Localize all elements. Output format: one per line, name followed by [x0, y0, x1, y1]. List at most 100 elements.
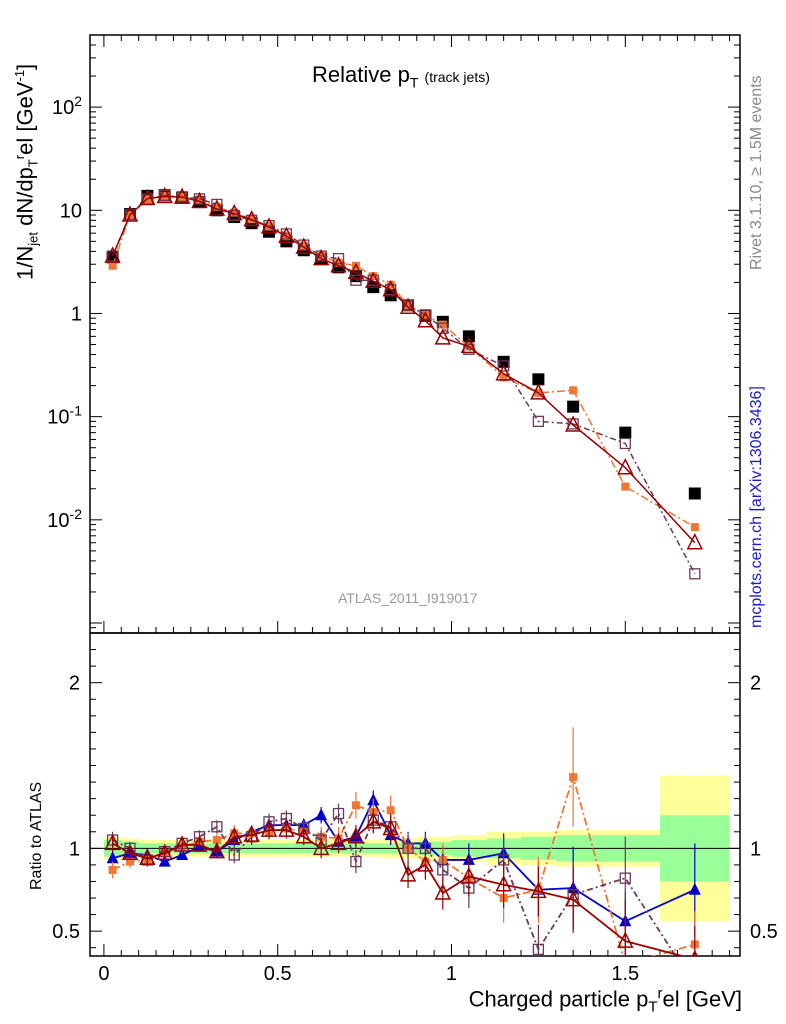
- main-data-point: [690, 523, 699, 532]
- main-data-point: [495, 364, 512, 381]
- main-data-point: [567, 418, 579, 430]
- ratio-series: [104, 727, 701, 956]
- y-tick-label-ratio: 0.5: [52, 921, 80, 943]
- main-data-point: [621, 482, 630, 491]
- main-data-point: [365, 271, 382, 289]
- ratio-data-point: [104, 833, 121, 851]
- y-tick-label-main: 102: [52, 93, 82, 119]
- ratio-data-point: [173, 835, 191, 852]
- main-data-point: [399, 297, 417, 314]
- main-data-point: [417, 311, 434, 328]
- main-data-point: [208, 199, 226, 216]
- ratio-data-point: [121, 843, 139, 861]
- main-data-point: [312, 248, 330, 266]
- ratio-data-point: [382, 818, 399, 836]
- rivet-version-label: Rivet 3.1.10, ≥ 1.5M events: [748, 75, 765, 270]
- main-data-point: [159, 189, 171, 202]
- main-data-point: [438, 320, 447, 329]
- ratio-data-point: [158, 854, 171, 867]
- ratio-data-point: [434, 883, 452, 900]
- ratio-data-point: [569, 773, 578, 782]
- x-tick-label: 1.5: [611, 963, 639, 985]
- ratio-data-point: [437, 864, 449, 876]
- ratio-data-point: [208, 841, 226, 859]
- main-data-point: [350, 274, 362, 286]
- main-data-point: [104, 246, 121, 263]
- main-data-point: [564, 415, 582, 432]
- y-axis-label-ratio: Ratio to ATLAS: [28, 781, 45, 890]
- ratio-data-point: [212, 836, 221, 845]
- main-data-point: [330, 256, 347, 273]
- ratio-data-point: [260, 820, 278, 837]
- ratio-data-point: [365, 812, 382, 829]
- main-data-point: [530, 383, 547, 400]
- ratio-data-point: [417, 855, 434, 872]
- ratio-data-point: [106, 851, 119, 864]
- ratio-data-point: [399, 865, 417, 882]
- main-data-point: [295, 237, 312, 254]
- y-tick-label-ratio-right: 2: [750, 673, 761, 695]
- y-tick-label-ratio-right: 1: [750, 838, 761, 860]
- ratio-data-point: [617, 931, 634, 948]
- chart-title: Relative pT (track jets): [312, 62, 490, 91]
- mcplots-link[interactable]: mcplots.cern.ch [arXiv:1306.3436]: [748, 386, 765, 628]
- main-data-point: [460, 336, 478, 354]
- y-tick-label-ratio: 1: [69, 838, 80, 860]
- ratio-data-point: [295, 827, 312, 844]
- main-data-point: [462, 330, 475, 343]
- ratio-data-point: [564, 890, 582, 907]
- main-data-point: [139, 188, 156, 206]
- ratio-data-point: [330, 833, 347, 851]
- ratio-data-point: [332, 807, 345, 820]
- y-tick-label-main: 10: [60, 200, 82, 222]
- main-data-point: [124, 208, 136, 221]
- main-series-line: [111, 195, 696, 528]
- main-data-point: [569, 386, 578, 395]
- x-tick-label: 0: [98, 963, 109, 985]
- main-data-point: [437, 322, 449, 334]
- main-data-point: [385, 284, 397, 296]
- main-data-point: [369, 272, 378, 281]
- ratio-data-point: [278, 820, 295, 837]
- ratio-data-point: [139, 848, 156, 866]
- ratio-data-point: [386, 806, 395, 815]
- main-data-point: [617, 458, 634, 475]
- main-data-point: [532, 373, 545, 386]
- ratio-data-point: [243, 825, 260, 842]
- ratio-data-point: [211, 821, 223, 833]
- main-data-point: [619, 426, 632, 439]
- ratio-data-point: [108, 865, 117, 874]
- main-data-point: [226, 203, 243, 221]
- ratio-data-point: [312, 838, 330, 856]
- ratio-data-point: [532, 943, 545, 956]
- main-data-point: [278, 226, 295, 244]
- main-data-point: [382, 280, 399, 297]
- y-tick-label-main: 1: [71, 303, 82, 325]
- ratio-data-point: [156, 843, 173, 861]
- analysis-tag: ATLAS_2011_I919017: [338, 590, 478, 606]
- main-data-point: [332, 252, 345, 265]
- ratio-data-point: [460, 866, 478, 884]
- ratio-data-point: [125, 857, 134, 866]
- main-data-point: [212, 202, 221, 211]
- x-axis-label: Charged particle pTrel [GeV]: [468, 985, 742, 1016]
- main-data-point: [347, 262, 365, 280]
- main-series-line: [111, 195, 696, 544]
- ratio-series-line: [112, 798, 696, 923]
- x-tick-label: 0.5: [264, 963, 292, 985]
- ratio-series-group: [104, 727, 701, 956]
- y-tick-label-main: 10-1: [47, 403, 82, 429]
- main-data-point: [108, 261, 117, 270]
- main-data-point: [619, 437, 631, 450]
- main-series-line: [111, 194, 696, 575]
- main-data-point: [689, 568, 701, 580]
- ratio-data-point: [402, 842, 414, 854]
- main-data-point: [299, 242, 308, 251]
- y-tick-label-ratio-right: 0.5: [750, 921, 778, 943]
- y-tick-label-ratio: 2: [69, 673, 80, 695]
- ratio-series-line: [112, 820, 686, 956]
- ratio-data-point: [350, 855, 362, 868]
- main-panel-frame: [89, 34, 741, 634]
- y-axis-label-main: 1/Njet dN/dpTrel [GeV-1]: [12, 63, 41, 280]
- x-tick-label: 1: [446, 963, 457, 985]
